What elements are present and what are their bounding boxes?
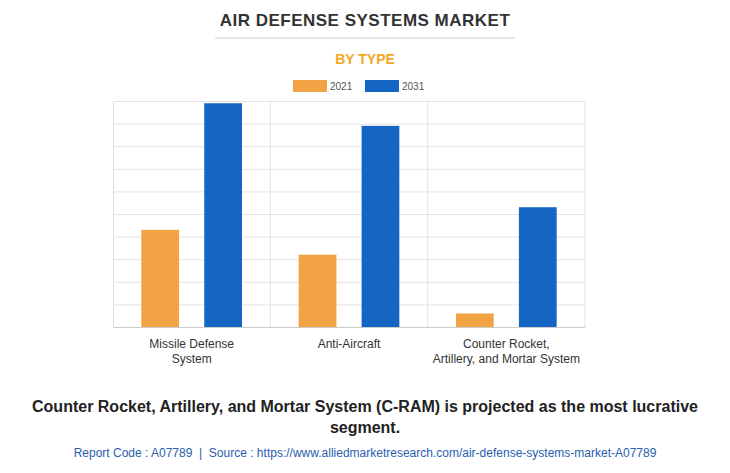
legend-swatch: [365, 80, 399, 92]
y-tick: [113, 327, 585, 328]
subtitle: BY TYPE: [335, 51, 395, 67]
grid-line: [113, 124, 585, 125]
separator: [427, 101, 428, 327]
x-axis: Missile DefenseSystem Anti-Aircraft Counte…: [114, 327, 586, 366]
grid-line: [113, 237, 585, 238]
title: AIR DEFENSE SYSTEMS MARKET: [220, 11, 511, 30]
y-tick: [113, 237, 585, 238]
legend: 2021 2031: [293, 80, 425, 92]
y-tick: [113, 101, 585, 102]
bar: [456, 313, 494, 327]
y-tick: [113, 282, 585, 283]
bar: [519, 207, 557, 327]
grid-line: [113, 169, 585, 170]
y-tick: [113, 169, 585, 170]
y-tick: [113, 191, 585, 192]
y-axis-line: [114, 102, 586, 328]
grid-line: [113, 146, 585, 147]
grid-line: [113, 282, 585, 283]
title-rule: [215, 38, 515, 39]
x-tick-label: Counter Rocket,Artillery, and Mortar Sys…: [433, 337, 580, 366]
y-tick: [113, 259, 585, 260]
x-tick-label: Missile DefenseSystem: [149, 337, 234, 366]
grid-line: [113, 101, 585, 102]
x-axis-line: [114, 327, 586, 328]
grid-line: [113, 259, 585, 260]
x-tick: Missile DefenseSystem: [149, 327, 234, 366]
bar: [204, 103, 242, 327]
legend-label: 2031: [402, 81, 425, 92]
grid-line: [113, 304, 585, 305]
source-note: Report Code : A07789 | Source : https://…: [0, 446, 730, 460]
legend-label: 2021: [330, 81, 353, 92]
grid-line: [113, 191, 585, 192]
x-tick: Anti-Aircraft: [318, 327, 381, 351]
separator: [270, 101, 271, 327]
bars: [141, 103, 556, 327]
grid-line: [113, 327, 585, 328]
bar: [362, 126, 400, 327]
y-tick: [113, 124, 585, 125]
caption: Counter Rocket, Artillery, and Mortar Sy…: [20, 396, 710, 438]
category-separators: [270, 101, 585, 327]
x-tick: Counter Rocket,Artillery, and Mortar Sys…: [433, 327, 580, 366]
y-tick: [113, 146, 585, 147]
bar: [141, 230, 179, 327]
legend-swatch: [293, 80, 327, 92]
y-axis: [113, 102, 585, 328]
y-tick: [113, 304, 585, 305]
x-tick-label: Anti-Aircraft: [318, 337, 381, 351]
grid-line: [113, 214, 585, 215]
separator: [585, 101, 586, 327]
bar: [299, 255, 337, 327]
y-tick: [113, 214, 585, 215]
